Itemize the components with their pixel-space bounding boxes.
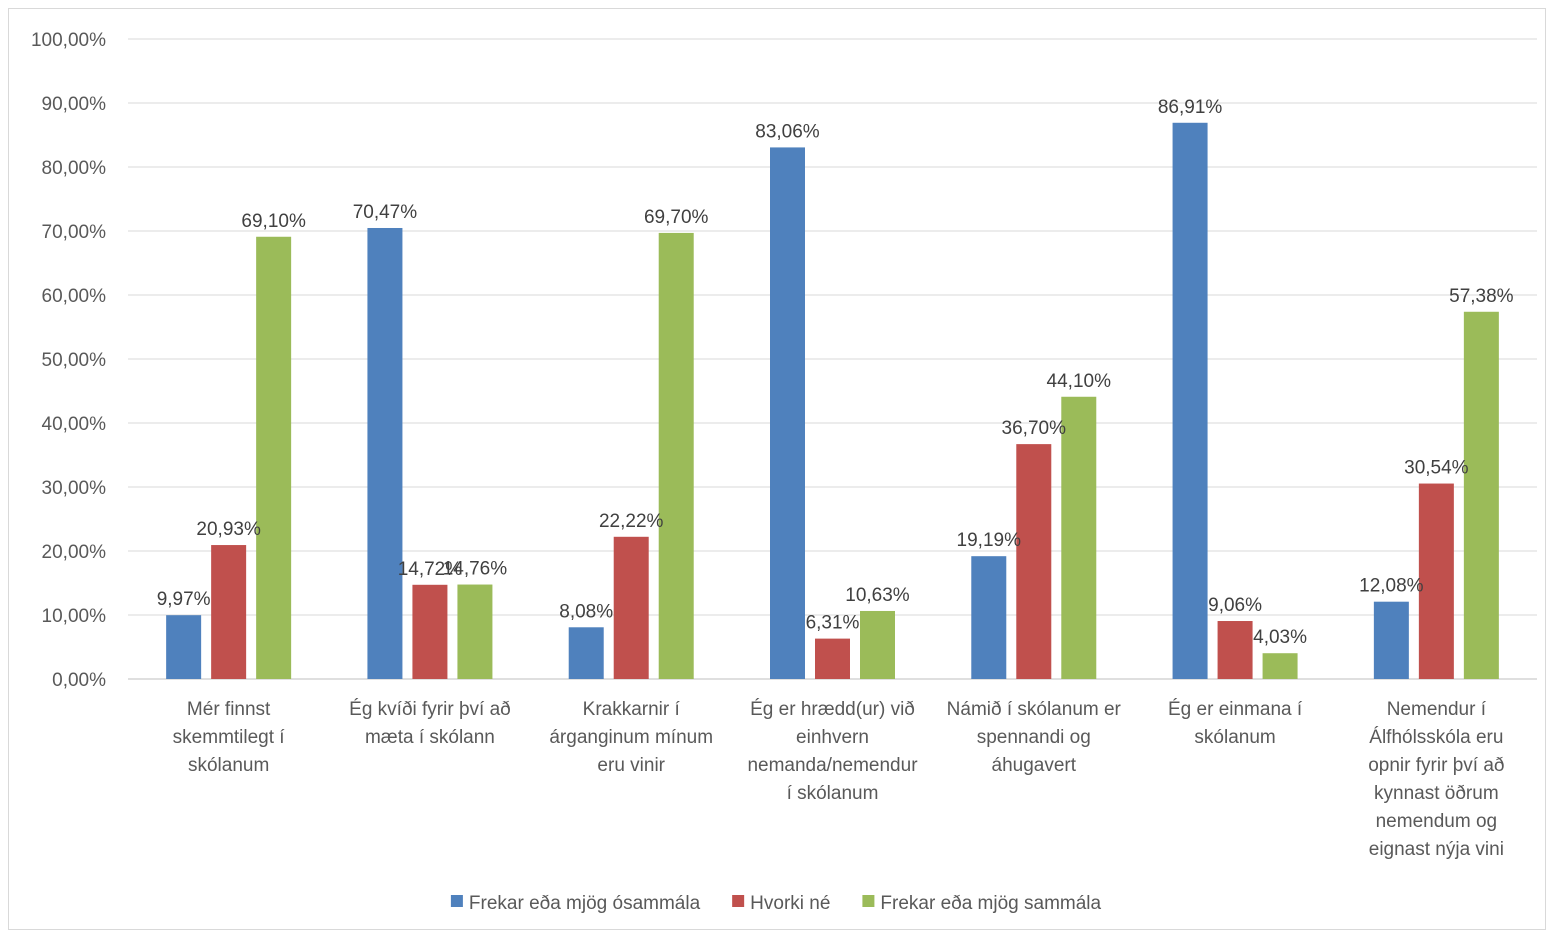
data-label: 69,10% — [241, 211, 306, 232]
bar — [166, 615, 202, 679]
data-label: 9,06% — [1208, 595, 1262, 616]
category-label: einhvern — [796, 727, 869, 748]
data-label: 30,54% — [1404, 458, 1469, 479]
category-label: nemanda/nemendur — [747, 755, 918, 776]
y-tick-label: 10,00% — [42, 606, 107, 627]
legend: Frekar eða mjög ósammála Hvorki né Frekar … — [450, 893, 1102, 914]
bar — [211, 545, 247, 679]
category-label: opnir fyrir því að — [1368, 755, 1504, 776]
bar — [457, 584, 493, 679]
bar — [971, 556, 1007, 679]
category-label: í skólanum — [787, 783, 879, 804]
bar — [1172, 122, 1208, 679]
data-label: 22,22% — [599, 511, 664, 532]
data-label: 19,19% — [957, 530, 1022, 551]
data-label: 70,47% — [353, 202, 418, 223]
data-label: 36,70% — [1002, 418, 1067, 439]
category-label: Álfhólsskóla eru — [1369, 727, 1503, 748]
category-label: árganginum mínum — [549, 727, 713, 748]
category-label: spennandi og — [977, 727, 1091, 748]
bar — [1463, 311, 1499, 679]
y-tick-label: 20,00% — [42, 542, 107, 563]
bar — [1418, 483, 1454, 679]
data-label: 69,70% — [644, 207, 709, 228]
category-label: Ég er einmana í — [1168, 699, 1303, 720]
bar — [815, 638, 850, 679]
bar — [412, 584, 448, 679]
y-tick-label: 80,00% — [42, 158, 107, 179]
bar — [1061, 396, 1097, 679]
bars — [166, 122, 1499, 680]
y-tick-label: 40,00% — [42, 414, 107, 435]
category-label: eru vinir — [597, 755, 665, 776]
data-label: 12,08% — [1359, 576, 1424, 597]
bar — [256, 236, 292, 679]
bar — [1217, 621, 1253, 679]
bar — [1373, 601, 1409, 679]
category-label: Mér finnst — [187, 699, 271, 720]
bar — [568, 627, 604, 679]
category-label: skólanum — [188, 755, 269, 776]
legend-label: Hvorki né — [750, 893, 830, 914]
data-label: 10,63% — [845, 585, 910, 606]
legend-swatch — [450, 895, 463, 907]
category-label: Námið í skólanum er — [947, 699, 1122, 720]
category-label: Ég kvíði fyrir því að — [349, 699, 511, 720]
data-label: 57,38% — [1449, 286, 1514, 307]
category-label: Ég er hrædd(ur) við — [750, 699, 915, 720]
data-label: 8,08% — [559, 601, 613, 622]
bar — [1016, 444, 1052, 679]
category-label: skemmtilegt í — [173, 727, 286, 748]
category-label: skólanum — [1194, 727, 1275, 748]
bar — [613, 536, 649, 679]
bar — [860, 610, 895, 679]
data-label: 86,91% — [1158, 97, 1223, 118]
category-label: nemendum og — [1376, 811, 1497, 832]
data-label: 6,31% — [806, 613, 860, 634]
y-tick-label: 30,00% — [42, 478, 107, 499]
data-label: 4,03% — [1253, 627, 1307, 648]
y-tick-label: 90,00% — [42, 94, 107, 115]
y-tick-label: 60,00% — [42, 286, 107, 307]
data-label: 44,10% — [1047, 371, 1112, 392]
data-label: 14,76% — [443, 559, 508, 580]
data-label: 83,06% — [755, 121, 820, 142]
legend-swatch — [732, 895, 745, 907]
legend-swatch — [862, 895, 875, 907]
bar — [367, 227, 403, 679]
data-label: 9,97% — [157, 589, 211, 610]
y-tick-label: 100,00% — [31, 30, 106, 51]
legend-label: Frekar eða mjög ósammála — [469, 893, 701, 914]
y-tick-label: 0,00% — [52, 670, 106, 691]
data-label: 20,93% — [196, 519, 261, 540]
category-label: Krakkarnir í — [583, 699, 681, 720]
bar — [770, 147, 805, 679]
legend-label: Frekar eða mjög sammála — [880, 893, 1101, 914]
category-labels: Mér finnst skemmtilegt í skólanum Ég kvíði … — [173, 699, 1505, 860]
gridlines — [128, 38, 1537, 680]
category-label: mæta í skólann — [365, 727, 495, 748]
bar — [1262, 653, 1298, 679]
y-axis: 0,00% 10,00% 20,00% 30,00% 40,00% 50,00% 60,00… — [31, 30, 106, 691]
category-label: eignast nýja vini — [1369, 839, 1504, 860]
category-label: kynnast öðrum — [1374, 783, 1499, 804]
data-label: 14,72% — [398, 559, 463, 580]
y-tick-label: 70,00% — [42, 222, 107, 243]
y-tick-label: 50,00% — [42, 350, 107, 371]
bar — [658, 232, 694, 680]
data-labels: 9,97% 20,93% 69,10% 70,47% 14,72%14,76% 8,08%… — [157, 97, 1514, 648]
category-label: Nemendur í — [1387, 699, 1487, 720]
category-label: áhugavert — [992, 755, 1077, 776]
